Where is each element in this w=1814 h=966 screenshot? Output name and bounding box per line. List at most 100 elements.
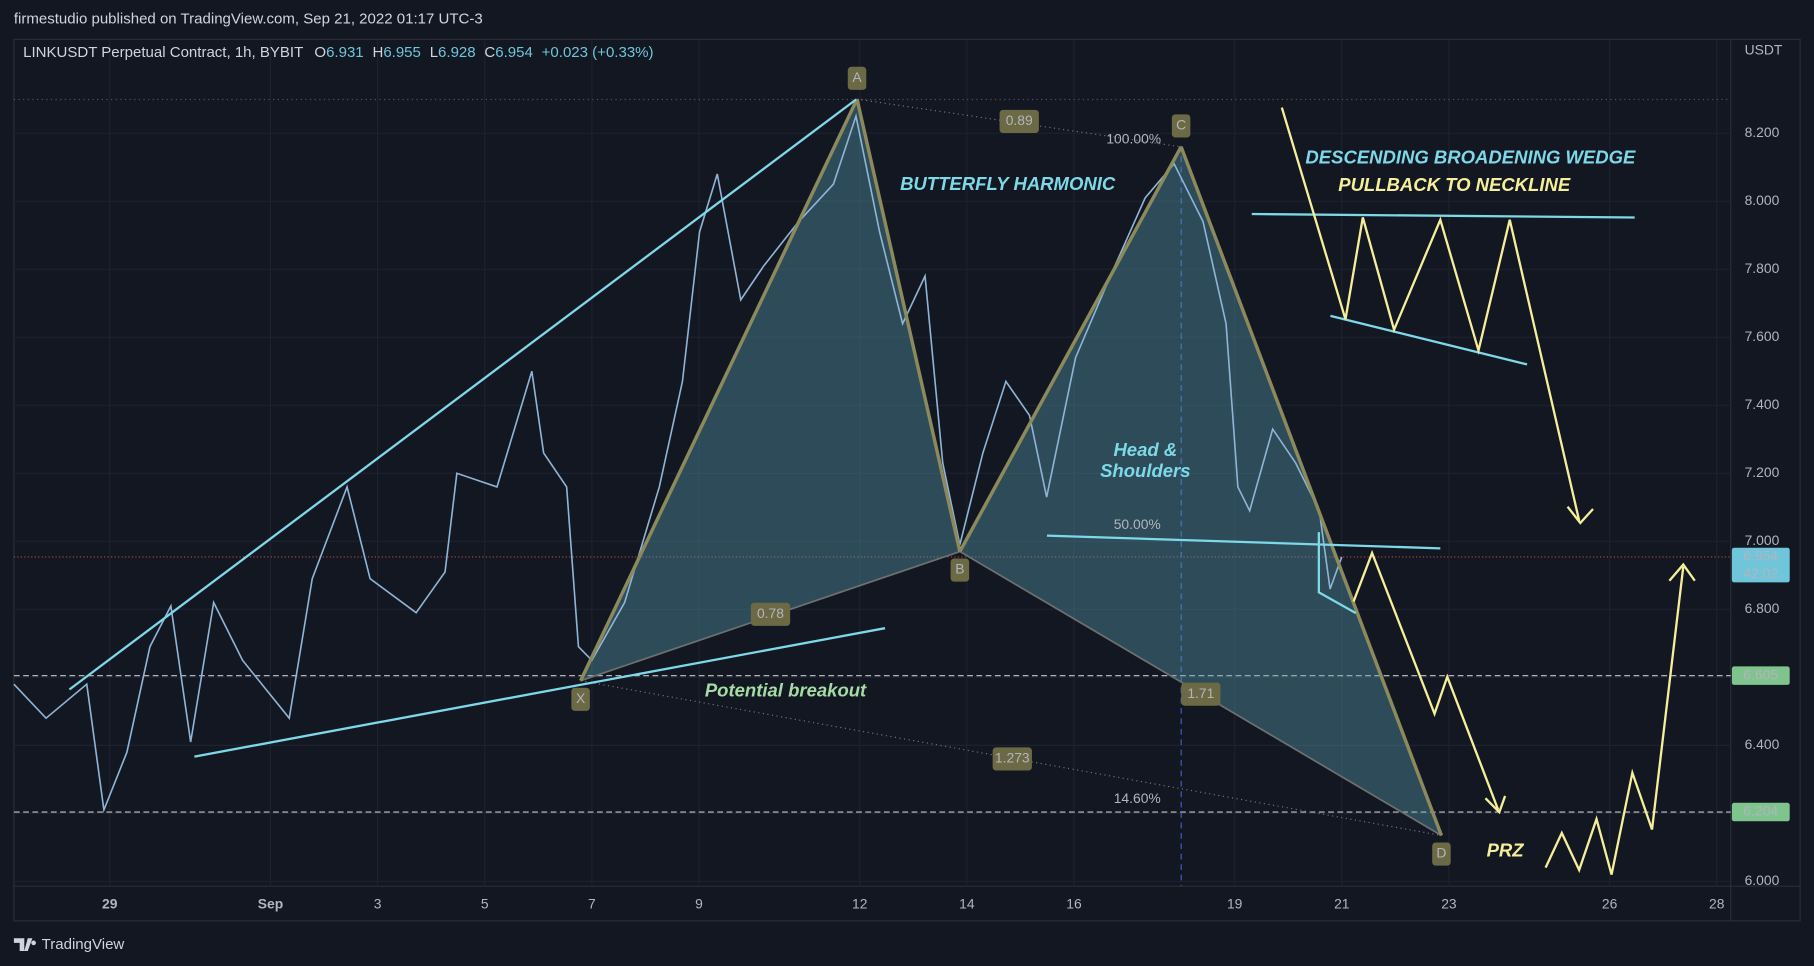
x-tick-label: Sep <box>258 895 283 911</box>
x-tick-label: 16 <box>1066 895 1082 911</box>
fib-level: 14.60% <box>1114 790 1161 806</box>
trend-lines <box>68 98 1635 758</box>
wedge-bottom <box>1330 314 1528 366</box>
publisher: firmestudio published on TradingView.com… <box>14 11 483 28</box>
x-tick-label: 14 <box>959 895 975 911</box>
projection-arrows <box>1280 107 1696 875</box>
ohlc-value: 6.928 <box>438 44 476 61</box>
arrow-head <box>1484 795 1507 815</box>
footer-brand: TradingView <box>42 936 125 953</box>
y-tick-label: 7.800 <box>1745 260 1780 276</box>
price-series <box>13 113 1343 814</box>
pattern-leg <box>855 98 962 552</box>
ohlc-label: L <box>430 44 438 61</box>
x-tick-label: 21 <box>1334 895 1350 911</box>
pattern-point-box <box>950 558 970 582</box>
ohlc-value: 6.955 <box>383 44 421 61</box>
neckline <box>1046 534 1441 550</box>
price-label: 6.605 <box>1743 666 1778 682</box>
pullback-label: PULLBACK TO NECKLINE <box>1338 174 1571 195</box>
ratio-label: 0.78 <box>757 605 784 621</box>
ratio-label: 1.71 <box>1187 685 1214 701</box>
projection <box>1352 549 1500 811</box>
x-tick-label: 12 <box>852 895 868 911</box>
x-tick-label: 19 <box>1227 895 1243 911</box>
annotations: BUTTERFLY HARMONIC DESCENDING BROADENING… <box>705 131 1636 861</box>
arrow-head <box>1566 506 1594 525</box>
ohlc-value: 6.931 <box>326 44 364 61</box>
ohlc-label: C <box>484 44 495 61</box>
y-tick-label: 6.000 <box>1745 872 1780 888</box>
price-label-box <box>1731 666 1790 685</box>
fib-level: 100.00% <box>1106 131 1161 147</box>
y-tick-label: 7.400 <box>1745 396 1780 412</box>
chart-panel <box>13 38 1801 922</box>
symbol: LINKUSDT Perpetual Contract, 1h, BYBIT <box>23 44 303 61</box>
pattern-leg <box>579 98 859 682</box>
ratio-label: 1.273 <box>995 750 1030 766</box>
price-label-box <box>1731 802 1790 822</box>
x-tick-label: 26 <box>1602 895 1618 911</box>
pattern-point-label: C <box>1176 117 1186 133</box>
y-tick-label: 6.800 <box>1745 600 1780 616</box>
y-tick-label: 8.000 <box>1745 192 1780 208</box>
pattern-wing <box>580 99 960 681</box>
unit: USDT <box>1745 42 1783 58</box>
price-label-box <box>1731 547 1790 583</box>
y-tick-label: 6.400 <box>1745 736 1780 752</box>
x-tick-label: 9 <box>695 895 703 911</box>
countdown: 42:02 <box>1743 565 1778 581</box>
ohlc-value: 6.954 <box>495 44 533 61</box>
ohlc-label: H <box>372 44 383 61</box>
x-tick-label: 29 <box>102 895 118 911</box>
ohlc-label: O <box>314 44 326 61</box>
footer: TradingView <box>13 936 125 953</box>
price-line <box>13 113 1343 814</box>
price-levels <box>13 556 1731 813</box>
trend-line <box>1317 532 1357 615</box>
harmonic-pattern <box>13 98 1731 887</box>
pattern-leg <box>1179 146 1444 837</box>
logo <box>13 938 36 951</box>
x-tick-label: 5 <box>481 895 489 911</box>
ratio-label: 0.89 <box>1006 112 1033 128</box>
ratio-box <box>750 602 791 626</box>
arrow-head <box>1668 562 1696 582</box>
grid <box>13 39 1731 887</box>
trend-line <box>194 627 886 758</box>
price-label: 6.204 <box>1743 803 1778 819</box>
price-label: 6.954 <box>1743 548 1778 564</box>
y-tick-label: 7.000 <box>1745 532 1780 548</box>
hs-label: Head & <box>1113 439 1177 460</box>
x-tick-label: 23 <box>1441 895 1457 911</box>
ratio-labels: 0.89 0.78 1.71 1.273 <box>750 109 1221 771</box>
x-tick-label: 3 <box>374 895 382 911</box>
pattern-point-label: X <box>576 690 585 706</box>
ratio-box <box>999 109 1039 134</box>
pattern-point-label: D <box>1436 845 1446 861</box>
ratio-box <box>992 747 1032 771</box>
pattern-wing <box>959 146 1442 836</box>
breakout-label: Potential breakout <box>705 680 867 701</box>
pattern-leg <box>958 145 1183 553</box>
wedge-top <box>1251 212 1635 219</box>
change: +0.023 (+0.33%) <box>542 44 654 61</box>
pattern-title: BUTTERFLY HARMONIC <box>900 173 1116 194</box>
y-tick-label: 8.200 <box>1745 124 1780 140</box>
fib-level: 50.00% <box>1114 516 1161 532</box>
x-tick-label: 28 <box>1709 895 1725 911</box>
projection <box>1544 566 1685 875</box>
symbol-legend: LINKUSDT Perpetual Contract, 1h, BYBIT O… <box>23 44 653 61</box>
hs-label: Shoulders <box>1100 460 1190 481</box>
y-tick-label: 7.600 <box>1745 328 1780 344</box>
pattern-point-box <box>847 66 867 90</box>
pattern-point-box <box>1432 842 1451 866</box>
x-tick-label: 7 <box>588 895 596 911</box>
pattern-point-label: B <box>955 561 964 577</box>
prz-label: PRZ <box>1487 839 1525 860</box>
pattern-point-label: A <box>852 69 862 85</box>
trend-line <box>68 98 857 691</box>
projection <box>1280 107 1581 521</box>
pattern-point-box <box>1171 114 1191 138</box>
